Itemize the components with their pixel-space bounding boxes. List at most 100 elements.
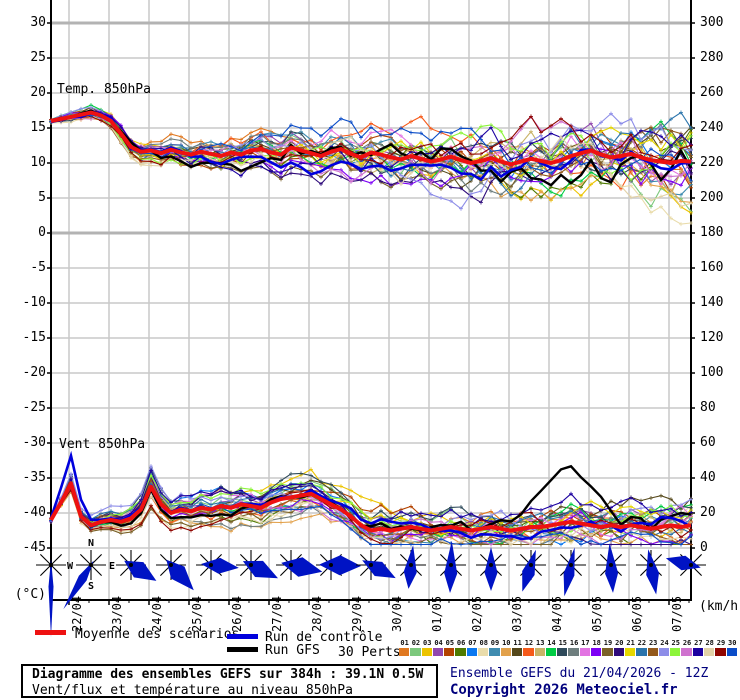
wind-direction-arrow bbox=[444, 541, 458, 593]
y-axis-label-left: 5 bbox=[38, 190, 46, 205]
perturbation-color-swatch bbox=[410, 648, 421, 656]
y-axis-label-right: 140 bbox=[700, 295, 724, 310]
x-axis-date-label: 07/05 bbox=[670, 595, 684, 632]
perturbation-number: 26 bbox=[682, 639, 692, 647]
y-axis-label-right: 160 bbox=[700, 260, 724, 275]
perturbation-number: 02 bbox=[411, 639, 421, 647]
perturbation-number: 03 bbox=[423, 639, 432, 647]
perturbation-color-swatch bbox=[613, 648, 624, 656]
right-axis-unit-label: (km/h) bbox=[699, 599, 740, 614]
perturbation-color-swatch bbox=[647, 648, 658, 656]
wind-direction-arrow bbox=[665, 555, 701, 571]
compass-letter: W bbox=[67, 561, 74, 572]
perturbation-color-swatch bbox=[681, 648, 692, 656]
compass-letter: N bbox=[88, 538, 94, 549]
perturbation-color-swatch bbox=[421, 648, 432, 656]
y-axis-label-left: -20 bbox=[22, 365, 46, 380]
y-axis-label-left: -35 bbox=[22, 470, 46, 485]
perturbation-number: 06 bbox=[456, 639, 466, 647]
perturbation-number: 14 bbox=[547, 639, 556, 647]
x-axis-date-label: 04/05 bbox=[550, 595, 564, 632]
wind-direction-arrow bbox=[522, 549, 536, 592]
wind-ensemble-lines bbox=[49, 450, 693, 547]
copyright-text: Copyright 2026 Meteociel.fr bbox=[450, 682, 678, 698]
run-info-text: Ensemble GEFS du 21/04/2026 - 12Z bbox=[450, 666, 709, 681]
perturbation-color-swatch bbox=[432, 648, 444, 656]
perturbation-color-swatch bbox=[511, 648, 523, 656]
wind-direction-arrow bbox=[646, 549, 659, 595]
y-axis-label-left: -40 bbox=[22, 505, 46, 520]
legend-perts-label: 30 Perts. bbox=[338, 645, 409, 660]
perturbation-number: 22 bbox=[637, 639, 647, 647]
perturbation-color-swatch bbox=[636, 648, 647, 656]
compass-letter: E bbox=[109, 561, 115, 572]
x-axis-date-label: 30/04 bbox=[390, 595, 404, 632]
perturbation-color-swatch bbox=[591, 648, 602, 656]
perturbation-color-swatch bbox=[489, 648, 500, 656]
y-axis-label-left: -25 bbox=[22, 400, 46, 415]
y-axis-label-right: 80 bbox=[700, 400, 716, 415]
y-axis-label-right: 180 bbox=[700, 225, 724, 240]
x-axis-date-label: 29/04 bbox=[350, 595, 364, 632]
perturbation-color-swatch bbox=[670, 648, 681, 656]
perturbation-number: 18 bbox=[592, 639, 601, 647]
wind-direction-arrow bbox=[242, 560, 278, 579]
perturbation-number: 23 bbox=[648, 639, 658, 647]
control-line-swatch bbox=[227, 634, 258, 639]
perturbation-number: 21 bbox=[626, 639, 635, 647]
y-axis-label-left: -30 bbox=[22, 435, 46, 450]
perturbation-color-swatch bbox=[534, 648, 545, 656]
chart-title: Diagramme des ensembles GEFS sur 384h : … bbox=[32, 667, 424, 682]
perturbation-color-swatch bbox=[602, 648, 613, 656]
perturbation-color-swatch bbox=[545, 648, 557, 656]
x-axis-date-label: 01/05 bbox=[430, 595, 444, 632]
perturbation-color-swatch bbox=[715, 648, 726, 656]
mean-line-swatch bbox=[35, 630, 66, 635]
x-axis-date-label: 28/04 bbox=[310, 595, 324, 632]
wind-direction-arrow bbox=[484, 547, 498, 591]
ensemble-chart: N E S W bbox=[36, 0, 706, 637]
perturbation-color-swatch bbox=[523, 648, 534, 656]
wind-direction-arrow bbox=[166, 559, 194, 591]
gridlines bbox=[51, 0, 691, 600]
perturbation-number: 16 bbox=[569, 639, 579, 647]
perturbation-color-swatch bbox=[557, 648, 568, 656]
perturbation-number: 20 bbox=[615, 639, 624, 647]
temp-series-label: Temp. 850hPa bbox=[57, 82, 151, 97]
perturbation-color-swatch bbox=[455, 648, 466, 656]
y-axis-label-left: 30 bbox=[30, 15, 46, 30]
perturbation-number: 10 bbox=[502, 639, 511, 647]
ensemble-mean-line bbox=[49, 481, 692, 533]
y-axis-label-left: 0 bbox=[38, 225, 46, 240]
perturbation-number: 29 bbox=[716, 639, 726, 647]
perturbation-color-swatch bbox=[692, 648, 704, 656]
y-axis-label-right: 100 bbox=[700, 365, 724, 380]
perturbation-number: 11 bbox=[513, 639, 522, 647]
perturbation-color-swatch bbox=[399, 648, 410, 656]
perturbation-number: 01 bbox=[400, 639, 409, 647]
chart-title-box: Diagramme des ensembles GEFS sur 384h : … bbox=[21, 664, 438, 698]
wind-direction-arrow bbox=[319, 555, 361, 576]
compass-letter: S bbox=[88, 581, 94, 592]
gfs-run-line bbox=[49, 464, 692, 532]
y-axis-label-left: 10 bbox=[30, 155, 46, 170]
y-axis-label-left: 15 bbox=[30, 120, 46, 135]
gfs-run-line bbox=[50, 109, 693, 187]
perturbation-number: 17 bbox=[581, 639, 590, 647]
perturbation-color-swatch bbox=[726, 648, 737, 656]
legend-gfs-label: Run GFS bbox=[265, 643, 320, 658]
wind-direction-arrow bbox=[563, 547, 575, 597]
perturbation-color-swatch bbox=[568, 648, 579, 656]
x-axis-date-label: 27/04 bbox=[270, 595, 284, 632]
wind-direction-arrow bbox=[48, 559, 54, 637]
left-axis-unit-label: (°C) bbox=[14, 587, 46, 602]
wind-direction-arrow bbox=[403, 545, 417, 589]
perturbation-number: 25 bbox=[671, 639, 680, 647]
y-axis-label-right: 40 bbox=[700, 470, 716, 485]
perturbation-color-swatch bbox=[704, 648, 715, 656]
perturbation-numbers-row: 01 02 03 04 05 06 07 08 09 10 11 12 13 14 15 16 17 18 19 20… bbox=[399, 639, 738, 647]
perturbation-number: 07 bbox=[468, 639, 477, 647]
wind-direction-arrow bbox=[281, 557, 323, 577]
perturbation-number: 15 bbox=[558, 639, 568, 647]
